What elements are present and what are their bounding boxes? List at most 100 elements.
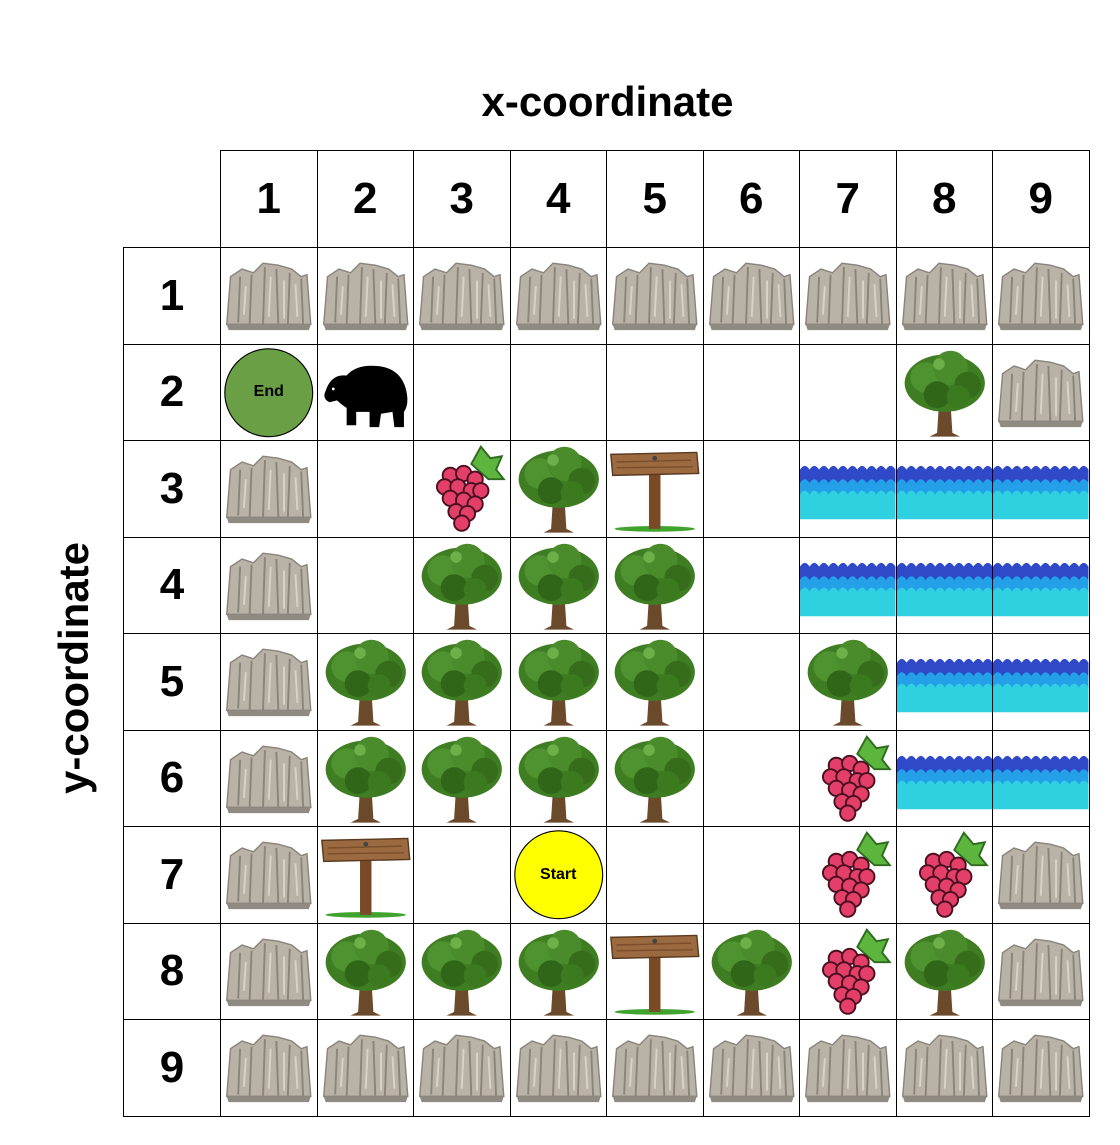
grid-cell-rock: [702, 1019, 800, 1117]
rock-icon: [708, 1034, 795, 1103]
grid-cell-rock: [220, 729, 318, 827]
water-icon: [993, 465, 1089, 520]
grid-cell-empty: [606, 343, 704, 441]
grid-cell-bear: [316, 343, 414, 441]
grid-cell-empty: [702, 729, 800, 827]
column-header: 3: [413, 150, 511, 248]
tree-icon: [421, 639, 502, 726]
water-icon: [896, 465, 992, 520]
signpost-icon: [610, 934, 700, 1015]
raspberry-icon: [435, 445, 506, 532]
tree-icon: [518, 446, 599, 533]
grid-cell-tree: [895, 922, 993, 1020]
rock-icon: [225, 455, 312, 524]
grid-cell-rock: [220, 922, 318, 1020]
raspberry-icon: [918, 831, 989, 918]
rock-icon: [225, 745, 312, 813]
grid-cell-rock: [992, 922, 1090, 1020]
grid-cell-rock: [606, 247, 704, 345]
row-header: 2: [123, 343, 221, 441]
grid-cell-empty: [702, 536, 800, 634]
grid-cell-tree: [316, 729, 414, 827]
rock-icon: [225, 262, 312, 331]
grid-cell-rock: [799, 1019, 897, 1117]
grid-cell-tree: [509, 922, 607, 1020]
grid-cell-tree: [606, 536, 704, 634]
rock-icon: [611, 262, 698, 331]
grid-cell-rock: [992, 343, 1090, 441]
tree-icon: [904, 350, 985, 437]
grid-cell-tree: [895, 343, 993, 441]
raspberry-icon: [821, 734, 892, 822]
rock-icon: [322, 262, 409, 331]
grid-cell-rock: [220, 633, 318, 731]
grid-cell-water: [992, 633, 1090, 731]
column-header: 9: [992, 150, 1090, 248]
rock-icon: [515, 262, 602, 331]
grid-cell-tree: [606, 633, 704, 731]
column-header: 4: [509, 150, 607, 248]
grid-cell-empty: [799, 343, 897, 441]
tree-icon: [421, 736, 502, 823]
rock-icon: [418, 1034, 505, 1103]
rock-icon: [997, 938, 1084, 1006]
bear-icon: [323, 365, 407, 427]
rock-icon: [997, 841, 1084, 910]
rock-icon: [418, 262, 505, 331]
grid-cell-rock: [509, 247, 607, 345]
row-header: 8: [123, 922, 221, 1020]
grid-cell-empty: [702, 343, 800, 441]
raspberry-icon: [821, 927, 892, 1015]
tree-icon: [325, 929, 406, 1016]
start-marker: [513, 830, 603, 920]
rock-icon: [225, 841, 312, 910]
end-label: End: [253, 383, 284, 401]
grid-cell-rock: [220, 1019, 318, 1117]
column-header: 8: [895, 150, 993, 248]
y-axis-title: y-coordinate: [50, 541, 97, 795]
grid-cell-water: [992, 440, 1090, 538]
grid-cell-water: [895, 440, 993, 538]
grid-cell-raspberry: [413, 440, 511, 538]
rock-icon: [225, 552, 312, 620]
grid-cell-raspberry: [799, 826, 897, 924]
tree-icon: [518, 929, 599, 1016]
grid-cell-tree: [413, 633, 511, 731]
grid-cell-tree: [509, 729, 607, 827]
grid-cell-water: [895, 729, 993, 827]
column-header: 6: [702, 150, 800, 248]
rock-icon: [322, 1034, 409, 1103]
grid-cell-signpost: [316, 826, 414, 924]
rock-icon: [804, 262, 891, 331]
tree-icon: [421, 543, 502, 630]
rock-icon: [901, 1034, 988, 1103]
grid-cell-rock: [220, 826, 318, 924]
tree-icon: [518, 736, 599, 823]
grid-cell-empty: [413, 826, 511, 924]
grid-cell-signpost: [606, 440, 704, 538]
tree-icon: [614, 543, 695, 630]
grid-cell-rock: [992, 247, 1090, 345]
tree-icon: [325, 736, 406, 823]
grid-cell-raspberry: [799, 922, 897, 1020]
grid-cell-tree: [316, 633, 414, 731]
water-icon: [993, 658, 1089, 713]
grid-cell-tree: [413, 729, 511, 827]
tree-icon: [614, 639, 695, 726]
water-icon: [993, 755, 1089, 809]
rock-icon: [997, 359, 1084, 427]
grid-cell-rock: [895, 247, 993, 345]
grid-cell-water: [799, 536, 897, 634]
row-header: 4: [123, 536, 221, 634]
signpost-icon: [320, 837, 410, 918]
start-label: Start: [540, 865, 577, 883]
water-icon: [800, 465, 896, 520]
grid-cell-empty: [509, 343, 607, 441]
grid-cell-rock: [413, 247, 511, 345]
rock-icon: [804, 1034, 891, 1103]
grid-cell-water: [992, 729, 1090, 827]
grid-cell-rock: [413, 1019, 511, 1117]
x-axis-title: x-coordinate: [481, 78, 734, 125]
column-header: 7: [799, 150, 897, 248]
grid-cell-water: [895, 633, 993, 731]
